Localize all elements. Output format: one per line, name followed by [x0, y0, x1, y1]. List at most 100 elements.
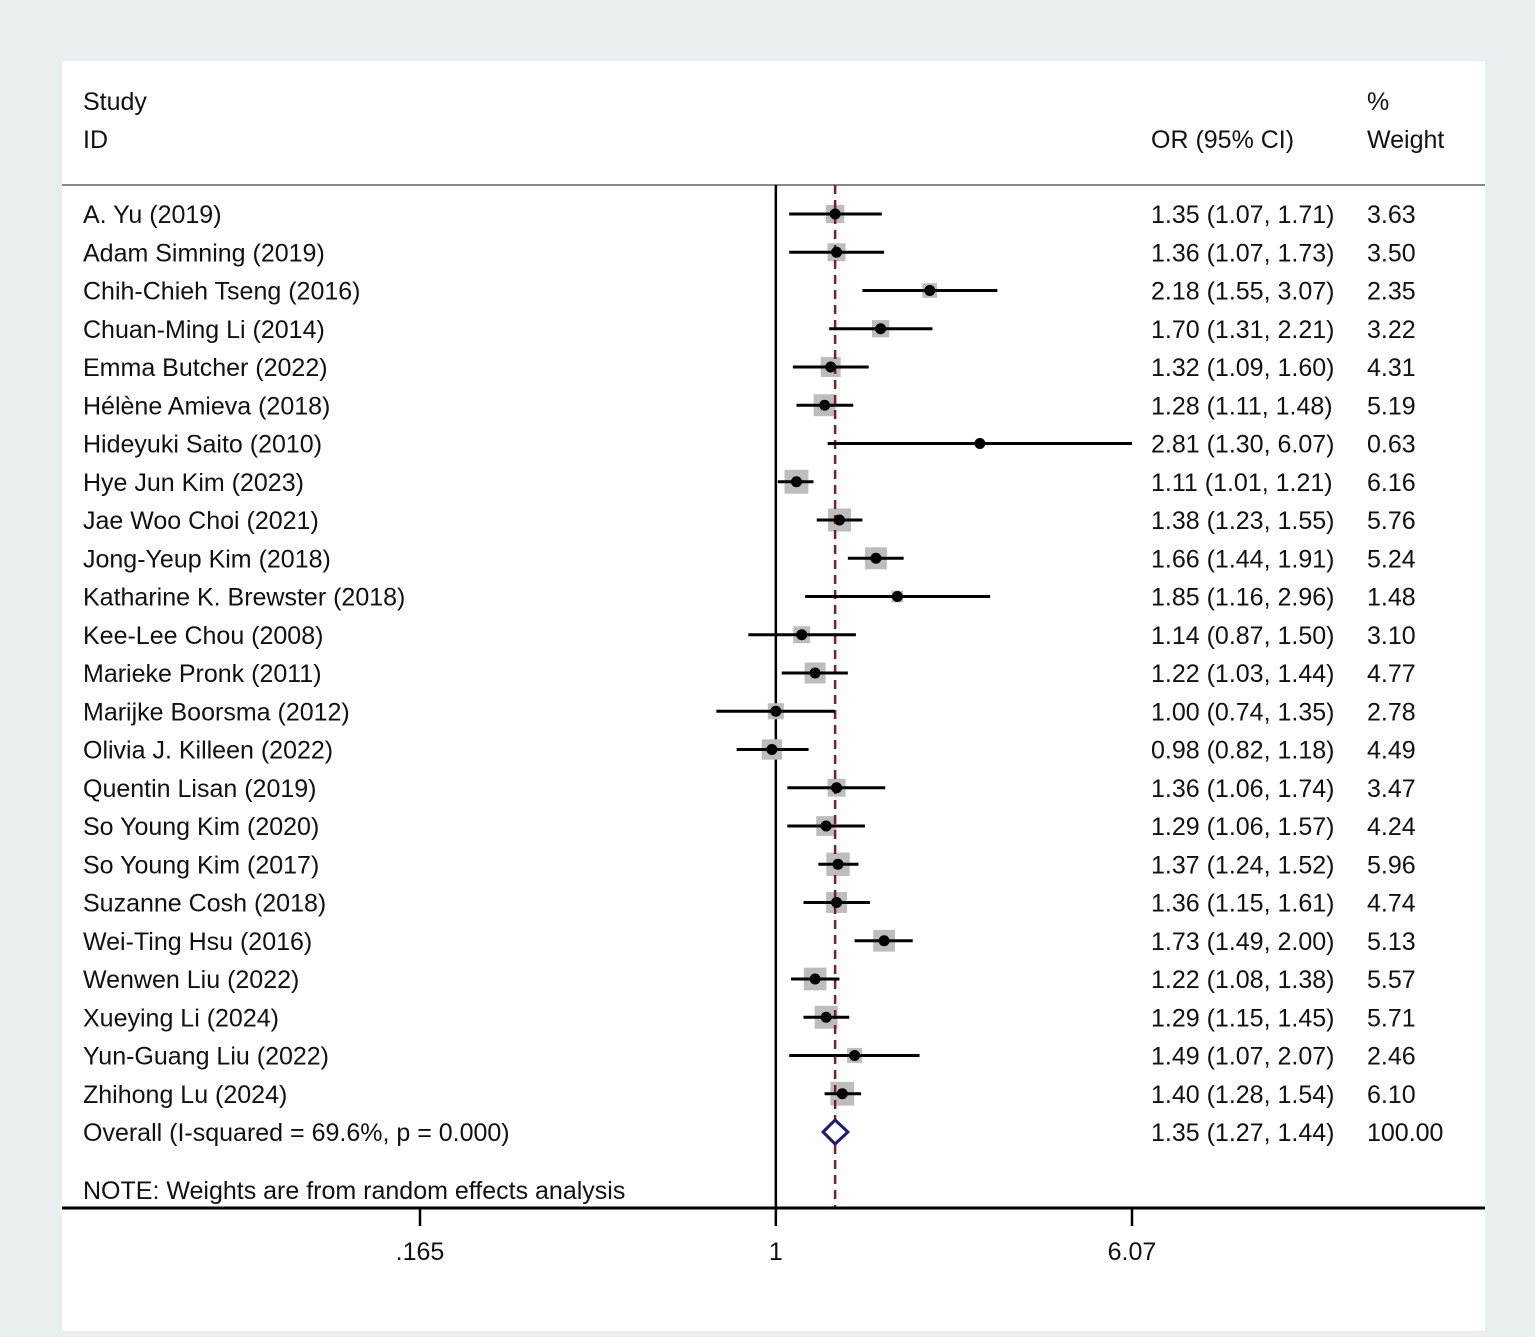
- study-label: Hye Jun Kim (2023): [83, 469, 304, 497]
- weight-text: 6.10: [1367, 1081, 1416, 1109]
- point-estimate: [974, 438, 986, 449]
- study-label: Adam Simning (2019): [83, 239, 325, 267]
- ci-text: 1.70 (1.31, 2.21): [1151, 316, 1334, 344]
- ci-text: 2.18 (1.55, 3.07): [1151, 278, 1334, 306]
- ci-text: 1.00 (0.74, 1.35): [1151, 698, 1334, 726]
- header-weight-percent: %: [1367, 88, 1389, 116]
- ci-text: 1.36 (1.15, 1.61): [1151, 890, 1334, 918]
- ci-text: 1.36 (1.07, 1.73): [1151, 239, 1334, 267]
- point-estimate: [849, 1050, 861, 1061]
- point-estimate: [790, 476, 802, 488]
- study-label: Katharine K. Brewster (2018): [83, 584, 405, 612]
- point-estimate: [825, 361, 837, 373]
- point-estimate: [809, 667, 821, 679]
- point-estimate: [836, 1088, 848, 1100]
- weight-text: 1.48: [1367, 584, 1416, 612]
- ci-text: 1.14 (0.87, 1.50): [1151, 622, 1334, 650]
- weight-text: 4.74: [1367, 890, 1416, 918]
- point-estimate: [832, 858, 844, 870]
- study-label: Quentin Lisan (2019): [83, 775, 316, 803]
- study-label: Hélène Amieva (2018): [83, 392, 330, 420]
- study-label: So Young Kim (2020): [83, 813, 319, 841]
- study-label: Marijke Boorsma (2012): [83, 698, 350, 726]
- ci-text: 1.29 (1.15, 1.45): [1151, 1004, 1334, 1032]
- ci-text: 1.66 (1.44, 1.91): [1151, 545, 1334, 573]
- point-estimate: [820, 820, 832, 832]
- ci-text: 0.98 (0.82, 1.18): [1151, 737, 1334, 765]
- weight-text: 2.46: [1367, 1043, 1416, 1071]
- weight-text: 2.78: [1367, 698, 1416, 726]
- weight-text: 4.49: [1367, 737, 1416, 765]
- study-label: Wei-Ting Hsu (2016): [83, 928, 312, 956]
- study-label: Jae Woo Choi (2021): [83, 507, 319, 535]
- weight-text: 4.31: [1367, 354, 1416, 382]
- plot-panel: [62, 61, 1485, 1331]
- study-label: So Young Kim (2017): [83, 851, 319, 879]
- study-label: Chih-Chieh Tseng (2016): [83, 278, 360, 306]
- header-or-label: OR: [1151, 126, 1189, 154]
- point-estimate: [820, 1011, 832, 1023]
- header-weight: Weight: [1367, 126, 1444, 154]
- ci-text: 1.28 (1.11, 1.48): [1151, 392, 1333, 420]
- x-tick-label: 1: [769, 1238, 783, 1266]
- header-or-ci: OR (95% CI): [1151, 126, 1294, 154]
- x-axis-ticks: .165 1 6.07: [396, 1208, 1157, 1266]
- weight-text: 5.57: [1367, 966, 1416, 994]
- weight-text: 3.47: [1367, 775, 1416, 803]
- x-tick-label: 6.07: [1108, 1238, 1157, 1266]
- ci-text: 1.49 (1.07, 2.07): [1151, 1043, 1334, 1071]
- ci-text: 1.37 (1.24, 1.52): [1151, 851, 1334, 879]
- point-estimate: [833, 514, 845, 526]
- point-estimate: [875, 323, 887, 335]
- point-estimate: [924, 285, 936, 296]
- weight-text: 3.50: [1367, 239, 1416, 267]
- weight-text: 4.77: [1367, 660, 1416, 688]
- ci-text: 1.32 (1.09, 1.60): [1151, 354, 1334, 382]
- point-estimate: [831, 782, 843, 794]
- header-id: ID: [83, 126, 108, 154]
- point-estimate: [891, 591, 903, 602]
- ci-text: 2.81 (1.30, 6.07): [1151, 431, 1334, 459]
- ci-text: 1.40 (1.28, 1.54): [1151, 1081, 1334, 1109]
- point-estimate: [770, 705, 782, 717]
- study-label: Suzanne Cosh (2018): [83, 890, 326, 918]
- weight-text: 5.71: [1367, 1004, 1416, 1032]
- study-label: Zhihong Lu (2024): [83, 1081, 287, 1109]
- point-estimate: [878, 935, 890, 947]
- study-label: Emma Butcher (2022): [83, 354, 328, 382]
- ci-text: 1.35 (1.07, 1.71): [1151, 201, 1334, 229]
- point-estimate: [829, 208, 841, 220]
- weight-text: 5.24: [1367, 545, 1416, 573]
- weight-text: 5.96: [1367, 851, 1416, 879]
- ci-text: 1.22 (1.03, 1.44): [1151, 660, 1334, 688]
- point-estimate: [809, 973, 821, 985]
- overall-ci-text: 1.35 (1.27, 1.44): [1151, 1119, 1334, 1147]
- point-estimate: [831, 897, 843, 908]
- weight-text: 6.16: [1367, 469, 1416, 497]
- weight-text: 4.24: [1367, 813, 1416, 841]
- study-label: Yun-Guang Liu (2022): [83, 1043, 329, 1071]
- weight-text: 5.19: [1367, 392, 1416, 420]
- point-estimate: [831, 246, 843, 258]
- study-label: Xueying Li (2024): [83, 1004, 279, 1032]
- overall-diamond: [820, 1117, 851, 1147]
- study-label: Kee-Lee Chou (2008): [83, 622, 323, 650]
- weight-text: 5.76: [1367, 507, 1416, 535]
- point-estimate: [819, 399, 831, 411]
- study-label: Chuan-Ming Li (2014): [83, 316, 325, 344]
- point-estimate: [766, 744, 778, 755]
- ci-text: 1.36 (1.06, 1.74): [1151, 775, 1334, 803]
- weight-text: 3.10: [1367, 622, 1416, 650]
- ci-text: 1.85 (1.16, 2.96): [1151, 584, 1334, 612]
- header-study: Study: [83, 88, 147, 116]
- ci-text: 1.22 (1.08, 1.38): [1151, 966, 1334, 994]
- study-label: A. Yu (2019): [83, 201, 222, 229]
- x-tick-label: .165: [396, 1238, 445, 1266]
- study-label: Olivia J. Killeen (2022): [83, 737, 333, 765]
- study-label: Wenwen Liu (2022): [83, 966, 299, 994]
- weight-text: 0.63: [1367, 431, 1416, 459]
- ci-text: 1.73 (1.49, 2.00): [1151, 928, 1334, 956]
- ci-text: 1.11 (1.01, 1.21): [1151, 469, 1333, 497]
- ci-text: 1.29 (1.06, 1.57): [1151, 813, 1334, 841]
